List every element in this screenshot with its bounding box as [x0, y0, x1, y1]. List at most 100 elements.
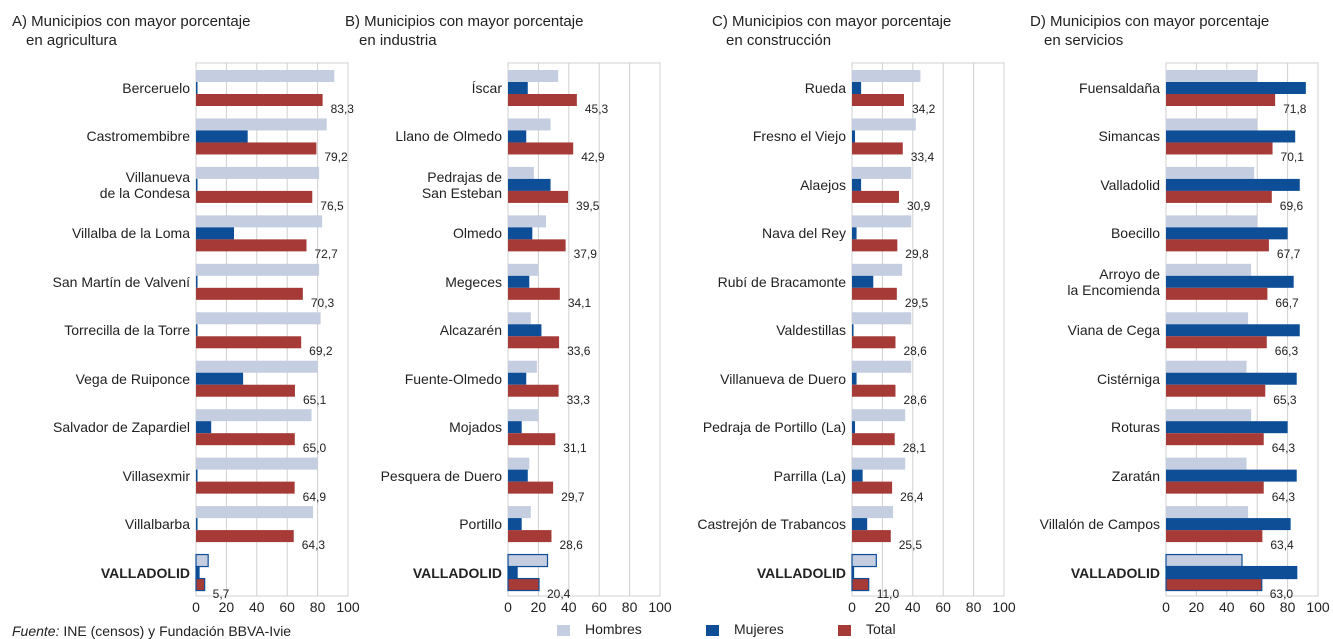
bar — [852, 457, 906, 470]
x-tick-label: 20 — [874, 599, 891, 615]
category-label: Megeces — [445, 273, 502, 290]
bar — [508, 360, 537, 373]
category-label: Castrejón de Trabancos — [697, 516, 846, 533]
category-label: Torrecilla de la Torre — [64, 322, 190, 339]
bar — [1166, 275, 1294, 288]
category-label: Zaratán — [1111, 467, 1160, 484]
category-label: VALLADOLID — [412, 564, 502, 581]
bar — [196, 178, 198, 191]
category-label: Mojados — [449, 419, 502, 436]
bar — [1166, 118, 1258, 131]
value-label: 64,3 — [301, 538, 326, 553]
bar — [508, 421, 522, 434]
bar — [1166, 457, 1247, 470]
bar — [1166, 70, 1258, 82]
bar — [1166, 178, 1300, 191]
bar — [196, 506, 314, 519]
value-label: 39,5 — [576, 198, 600, 213]
category-label: Villanueva de Duero — [720, 370, 846, 387]
x-tick-label: 40 — [561, 599, 577, 615]
category-label: Íscar — [471, 80, 502, 96]
bar — [196, 324, 198, 337]
category-label: Arroyo de la Encomienda — [1067, 265, 1160, 298]
value-label: 34,2 — [911, 102, 936, 116]
category-label: Llano de Olmedo — [395, 128, 502, 145]
x-tick-label: 80 — [965, 599, 982, 615]
bar — [196, 336, 302, 349]
bar — [196, 433, 295, 446]
bar — [508, 409, 539, 422]
legend-label: Total — [866, 621, 896, 637]
x-tick-label: 0 — [1162, 599, 1170, 615]
bar — [1166, 324, 1300, 337]
legend-swatch — [838, 625, 851, 636]
bar — [852, 469, 863, 482]
bar — [1166, 518, 1291, 531]
bar — [196, 94, 323, 106]
bar — [851, 565, 855, 580]
bar — [508, 227, 533, 240]
bar — [852, 287, 897, 300]
category-label: Rueda — [804, 80, 846, 96]
bar — [1166, 142, 1273, 155]
bar — [508, 178, 551, 191]
bar — [196, 409, 312, 422]
bar — [508, 263, 539, 276]
x-tick-label: 40 — [905, 599, 921, 615]
value-label: 79,2 — [324, 150, 348, 165]
panel-title: D) Municipios con mayor porcentaje en se… — [1030, 13, 1270, 49]
bar — [508, 142, 574, 155]
value-label: 25,5 — [898, 538, 923, 553]
value-label: 28,6 — [903, 392, 927, 407]
category-label: Villalbarba — [124, 516, 190, 533]
category-label: VALLADOLID — [756, 564, 846, 581]
value-label: 83,3 — [330, 102, 354, 116]
x-tick-label: 100 — [648, 599, 672, 615]
category-label: Villanueva de la Condesa — [99, 168, 190, 201]
x-tick-label: 20 — [218, 599, 235, 615]
bar — [852, 336, 896, 349]
category-label: Pedrajas de San Esteban — [421, 168, 502, 201]
category-label: Roturas — [1110, 419, 1160, 436]
bar — [196, 530, 294, 543]
bar — [508, 82, 528, 94]
value-label: 71,8 — [1283, 102, 1307, 116]
value-label: 63,0 — [1269, 586, 1294, 601]
source-text: INE (censos) y Fundación BBVA-Ivie — [63, 623, 292, 639]
bar — [852, 324, 854, 337]
x-tick-label: 40 — [249, 599, 265, 615]
x-tick-label: 80 — [621, 599, 638, 615]
bar — [196, 518, 198, 531]
bar — [507, 553, 549, 568]
value-label: 63,4 — [1270, 538, 1294, 553]
legend-label: Mujeres — [734, 621, 784, 637]
bar — [852, 530, 891, 543]
bar — [1166, 190, 1272, 203]
bar — [1166, 82, 1306, 94]
source-label: Fuente: — [12, 623, 60, 639]
bar — [852, 190, 899, 203]
bar — [852, 384, 896, 397]
bar — [196, 70, 335, 82]
category-label: Simancas — [1098, 128, 1160, 145]
bar — [508, 70, 559, 82]
bar — [196, 360, 318, 373]
value-label: 67,7 — [1276, 247, 1301, 262]
value-label: 64,9 — [302, 489, 326, 504]
value-label: 20,4 — [547, 586, 571, 601]
value-label: 28,6 — [559, 538, 583, 553]
x-tick-label: 20 — [1188, 599, 1205, 615]
bar — [1166, 336, 1267, 349]
bar — [508, 530, 552, 543]
bar — [852, 227, 857, 240]
x-tick-label: 100 — [336, 599, 360, 615]
value-label: 28,1 — [902, 441, 927, 456]
bar — [508, 481, 554, 494]
value-label: 31,1 — [563, 441, 587, 456]
category-label: VALLADOLID — [1070, 564, 1160, 581]
category-label: Boecillo — [1110, 225, 1160, 242]
bar — [196, 239, 307, 252]
category-label: Villasexmir — [122, 467, 190, 484]
bar — [508, 275, 530, 288]
